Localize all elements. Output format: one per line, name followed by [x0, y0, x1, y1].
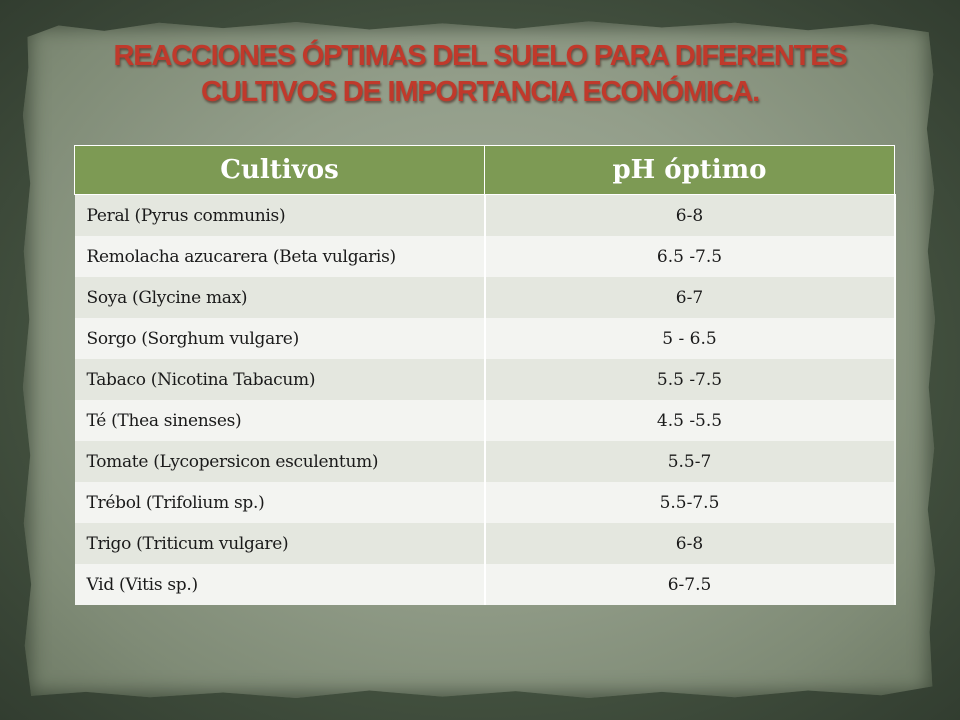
crop-cell: Tabaco (Nicotina Tabacum)	[74, 359, 486, 400]
crop-cell: Remolacha azucarera (Beta vulgaris)	[74, 236, 486, 277]
title-line-2: CULTIVOS DE IMPORTANCIA ECONÓMICA.	[201, 76, 760, 108]
table-row: Trébol (Trifolium sp.) 5.5-7.5	[74, 482, 896, 523]
ph-cell: 5.5-7	[484, 441, 896, 482]
table-row: Remolacha azucarera (Beta vulgaris) 6.5 …	[74, 236, 896, 277]
crop-cell: Té (Thea sinenses)	[74, 400, 486, 441]
table-row: Peral (Pyrus communis) 6-8	[74, 194, 896, 236]
crop-cell: Trébol (Trifolium sp.)	[74, 482, 486, 523]
table-row: Sorgo (Sorghum vulgare) 5 - 6.5	[74, 318, 896, 359]
header-ph-optimo: pH óptimo	[484, 145, 895, 195]
table-row: Tomate (Lycopersicon esculentum) 5.5-7	[74, 441, 896, 482]
ph-cell: 6-8	[484, 194, 896, 236]
table-row: Trigo (Triticum vulgare) 6-8	[74, 523, 896, 564]
table-row: Tabaco (Nicotina Tabacum) 5.5 -7.5	[74, 359, 896, 400]
table-row: Soya (Glycine max) 6-7	[74, 277, 896, 318]
ph-cell: 6-7	[484, 277, 896, 318]
crop-cell: Sorgo (Sorghum vulgare)	[74, 318, 486, 359]
ph-cell: 5 - 6.5	[484, 318, 896, 359]
table-header-row: Cultivos pH óptimo	[74, 145, 895, 195]
crop-cell: Soya (Glycine max)	[74, 277, 486, 318]
ph-cell: 4.5 -5.5	[484, 400, 896, 441]
ph-cell: 6-8	[484, 523, 896, 564]
crop-cell: Tomate (Lycopersicon esculentum)	[74, 441, 486, 482]
ph-cell: 5.5 -7.5	[484, 359, 896, 400]
table-row: Té (Thea sinenses) 4.5 -5.5	[74, 400, 896, 441]
ph-cell: 6-7.5	[484, 564, 896, 605]
ph-cell: 6.5 -7.5	[484, 236, 896, 277]
table-row: Vid (Vitis sp.) 6-7.5	[74, 564, 896, 605]
ph-table: Cultivos pH óptimo Peral (Pyrus communis…	[74, 145, 896, 605]
crop-cell: Vid (Vitis sp.)	[74, 564, 486, 605]
title-line-1: REACCIONES ÓPTIMAS DEL SUELO PARA DIFERE…	[113, 40, 848, 72]
ph-cell: 5.5-7.5	[484, 482, 896, 523]
header-cultivos: Cultivos	[74, 145, 485, 195]
crop-cell: Trigo (Triticum vulgare)	[74, 523, 486, 564]
crop-cell: Peral (Pyrus communis)	[74, 194, 486, 236]
slide-title: REACCIONES ÓPTIMAS DEL SUELO PARA DIFERE…	[60, 38, 900, 110]
